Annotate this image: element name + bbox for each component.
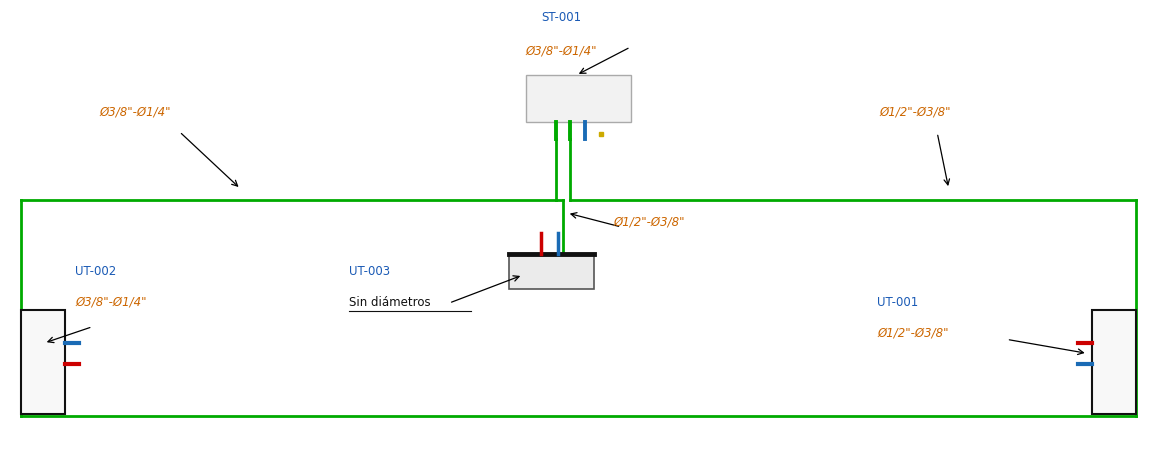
Text: UT-001: UT-001 <box>877 296 919 308</box>
Bar <box>526 75 631 122</box>
Text: Ø1/2"-Ø3/8": Ø1/2"-Ø3/8" <box>877 326 949 339</box>
Text: ST-001: ST-001 <box>541 11 581 24</box>
Text: UT-002: UT-002 <box>75 265 117 278</box>
Text: Ø3/8"-Ø1/4": Ø3/8"-Ø1/4" <box>75 296 147 308</box>
Bar <box>21 310 65 414</box>
Text: Ø3/8"-Ø1/4": Ø3/8"-Ø1/4" <box>525 44 597 57</box>
Text: Ø3/8"-Ø1/4": Ø3/8"-Ø1/4" <box>100 105 171 118</box>
Text: UT-003: UT-003 <box>349 265 391 278</box>
Text: Ø1/2"-Ø3/8": Ø1/2"-Ø3/8" <box>879 105 951 118</box>
Text: Ø1/2"-Ø3/8": Ø1/2"-Ø3/8" <box>613 216 685 228</box>
Text: Sin diámetros: Sin diámetros <box>349 296 432 308</box>
Bar <box>1092 310 1136 414</box>
Bar <box>509 254 594 289</box>
